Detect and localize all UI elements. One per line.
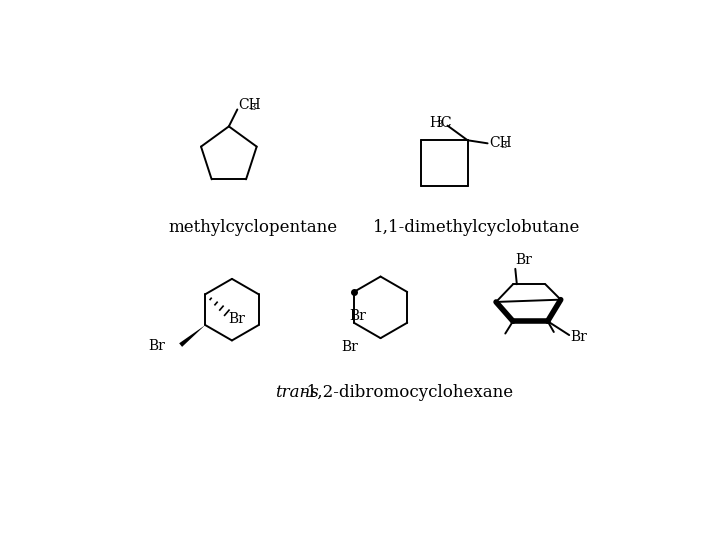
Text: -1,2-dibromocyclohexane: -1,2-dibromocyclohexane [301, 384, 513, 401]
Text: Br: Br [349, 309, 366, 323]
Text: CH: CH [238, 98, 261, 112]
Text: Br: Br [341, 340, 359, 354]
Text: Br: Br [148, 339, 165, 353]
Text: trans: trans [275, 384, 319, 401]
Text: 3: 3 [500, 141, 507, 150]
Text: H: H [429, 116, 441, 130]
Text: Br: Br [516, 253, 532, 267]
Text: Br: Br [228, 312, 246, 326]
Text: CH: CH [489, 136, 512, 150]
Text: 3: 3 [436, 120, 443, 130]
Text: Br: Br [571, 329, 588, 343]
Text: 3: 3 [249, 103, 256, 112]
Text: 1,1-dimethylcyclobutane: 1,1-dimethylcyclobutane [373, 219, 580, 236]
Text: C: C [440, 116, 451, 130]
Text: methylcyclopentane: methylcyclopentane [168, 219, 338, 236]
Polygon shape [179, 325, 205, 347]
